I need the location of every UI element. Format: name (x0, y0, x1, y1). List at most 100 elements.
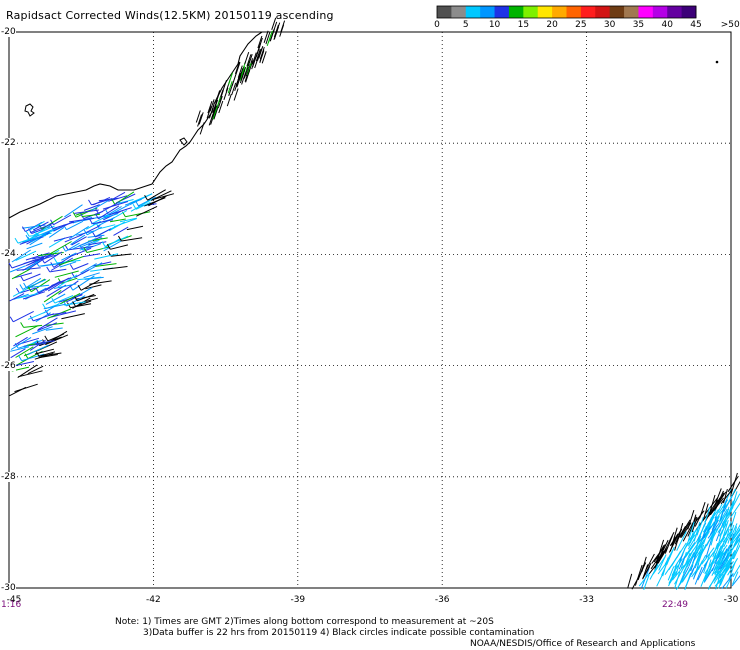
wind-barb (53, 257, 58, 264)
wind-vector (714, 545, 722, 560)
wind-vector (239, 70, 245, 84)
wind-vector (699, 523, 706, 538)
wind-vector (32, 326, 53, 335)
wind-vector (92, 219, 114, 225)
lon-label: -45 (6, 595, 22, 605)
wind-vector (723, 539, 734, 558)
wind-vector (708, 569, 722, 588)
colorbar-label: 5 (462, 20, 469, 30)
wind-vector (34, 227, 57, 238)
wind-vector (637, 562, 647, 580)
colorbar-label: 10 (488, 20, 501, 30)
colorbar-swatch (681, 6, 697, 18)
wind-vector (231, 73, 237, 86)
map-frame (8, 31, 732, 589)
wind-barb (14, 237, 19, 244)
wind-vector (714, 503, 729, 521)
wind-vector (15, 325, 39, 338)
wind-vector (13, 293, 29, 300)
wind-vector (722, 529, 733, 543)
wind-vector (70, 234, 86, 246)
wind-vector (78, 225, 101, 237)
wind-vector (731, 529, 740, 541)
wind-vector (110, 195, 128, 202)
wind-vector (111, 253, 132, 257)
wind-vector (126, 225, 144, 231)
wind-swath-right (627, 472, 740, 591)
wind-vector (11, 249, 31, 263)
wind-vector (72, 238, 97, 250)
island (179, 137, 188, 146)
wind-vector (257, 35, 263, 49)
wind-vector (642, 566, 651, 580)
wind-vector (70, 303, 92, 309)
wind-barb (69, 264, 74, 270)
colorbar-swatch (508, 6, 524, 18)
wind-vector (61, 313, 85, 320)
wind-vector (48, 237, 66, 248)
wind-vector (714, 492, 725, 512)
wind-vector (715, 514, 726, 532)
colorbar-swatch (552, 6, 567, 18)
wind-vector (237, 65, 243, 78)
wind-vector (12, 310, 34, 323)
wind-vector (195, 110, 201, 123)
wind-vector (231, 82, 237, 96)
wind-vector (228, 72, 233, 85)
lon-label: -33 (579, 595, 594, 605)
swath-time-left: 1:16 (1, 600, 22, 610)
wind-vector (51, 277, 72, 287)
wind-vector (83, 272, 100, 279)
wind-barb (20, 322, 25, 328)
wind-vector (110, 244, 129, 250)
wind-vector (713, 556, 725, 571)
colorbar-label: 45 (690, 20, 702, 30)
coastline-path (8, 31, 263, 219)
wind-vector (710, 544, 720, 557)
wind-vector (9, 265, 26, 273)
wind-vector (679, 521, 691, 538)
wind-vector (130, 198, 153, 212)
wind-vector (651, 548, 664, 564)
wind-vector (124, 198, 142, 206)
wind-vector (691, 564, 701, 578)
wind-vector (668, 571, 676, 587)
wind-vector (22, 261, 38, 271)
wind-vector (11, 268, 31, 280)
wind-barb (83, 229, 88, 236)
wind-vector (643, 574, 650, 590)
wind-vector (53, 254, 74, 268)
wind-vector (669, 570, 678, 584)
wind-barb (23, 282, 28, 289)
wind-vector (38, 351, 56, 357)
wind-barb (29, 315, 34, 322)
wind-vector (245, 60, 250, 73)
colorbar-label: 35 (632, 20, 645, 30)
wind-vector (81, 213, 100, 218)
wind-vector (246, 54, 252, 67)
wind-vector (724, 561, 734, 576)
wind-vector (684, 539, 698, 558)
wind-vector (263, 30, 269, 43)
wind-vector (720, 523, 731, 543)
wind-vector (26, 279, 47, 289)
wind-vector (683, 554, 694, 569)
wind-vector (151, 193, 175, 201)
wind-vector (680, 551, 687, 569)
lat-label: -30 (1, 583, 16, 593)
colorbar-swatch (537, 6, 553, 18)
wind-barb (49, 223, 54, 229)
colorbar-swatch (494, 6, 510, 18)
wind-vector (15, 346, 34, 358)
colorbar-swatch (523, 6, 539, 18)
wind-vector (144, 197, 166, 207)
wind-vector (17, 293, 38, 299)
wind-barb (21, 226, 26, 232)
wind-vector (15, 250, 37, 261)
wind-vector (259, 50, 265, 64)
wind-vector (693, 539, 705, 558)
wind-vector (266, 33, 272, 47)
wind-swath-left (8, 17, 286, 397)
wind-barb (20, 275, 24, 282)
